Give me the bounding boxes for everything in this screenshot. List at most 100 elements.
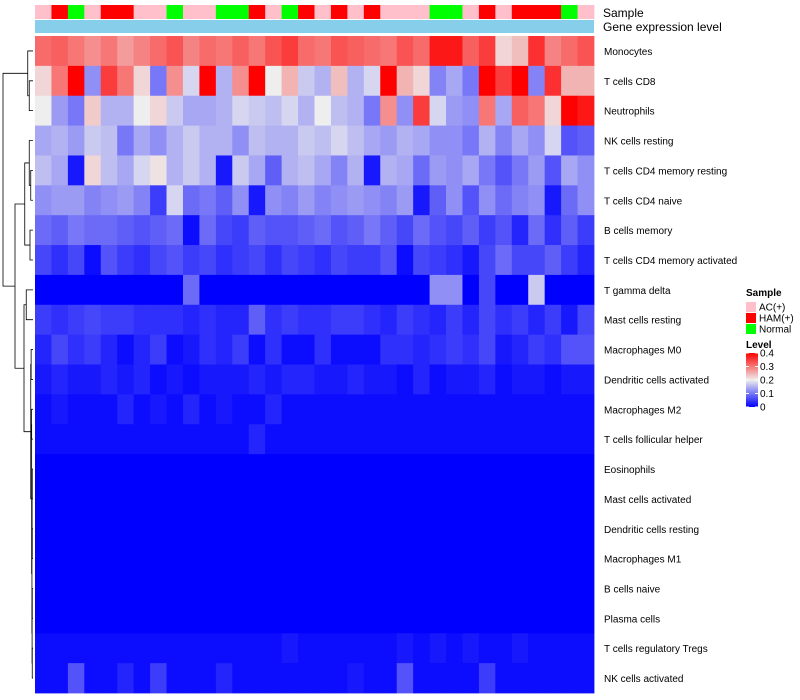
heatmap-cell [182,364,200,395]
heatmap-cell [511,663,529,694]
heatmap-cell [561,394,578,425]
heatmap-cell [248,424,266,455]
heatmap-cell [363,245,381,276]
heatmap-cell [281,663,299,694]
heatmap-cell [51,394,69,425]
heatmap-cell [561,36,578,67]
heatmap-cell [347,185,365,216]
heatmap-cell [199,274,217,306]
heatmap-cell [429,155,447,186]
heatmap-cell [100,274,118,306]
sample-cell-ac [347,5,365,19]
heatmap-cell [396,274,414,306]
heatmap-cell [51,36,69,67]
heatmap-cell [495,125,513,156]
heatmap-cell [314,573,332,604]
row-label: Macrophages M0 [604,346,682,357]
heatmap-cell [117,424,135,455]
heatmap-cell [413,36,430,67]
heatmap-cell [67,304,85,336]
heatmap-cell [478,633,496,664]
heatmap-cell [84,95,102,126]
heatmap-cell [347,274,365,306]
level-legend-ticks: 0.4 0.3 0.2 0.1 0 [746,349,774,414]
heatmap-cell [133,65,151,97]
heatmap-cell [413,185,430,216]
heatmap-cell [67,663,85,694]
heatmap-cell [478,513,496,545]
heatmap-cell [100,633,118,664]
heatmap-cell [35,125,52,156]
heatmap-cell [396,185,414,216]
heatmap-cell [265,36,283,67]
heatmap-cells [35,36,595,694]
heatmap-cell [150,125,167,156]
heatmap-cell [577,334,595,365]
heatmap-cell [150,274,167,306]
heatmap-cell [84,633,102,664]
sample-cell-normal [67,5,85,19]
heatmap-cell [67,424,85,455]
heatmap-cell [347,394,365,425]
heatmap-cell [347,125,365,156]
heatmap-cell [330,513,348,545]
heatmap-cell [561,573,578,604]
heatmap-cell [363,603,381,634]
sample-cell-normal [446,5,463,19]
sample-cell-ac [133,5,151,19]
heatmap-cell [462,95,480,126]
row-label: Plasma cells [604,614,660,625]
heatmap-cell [528,274,546,306]
heatmap-cell [363,513,381,545]
heatmap-cell [314,215,332,246]
row-label: Mast cells activated [604,495,691,506]
heatmap-cell [281,125,299,156]
heatmap-cell [182,185,200,216]
sample-legend-entries: AC(+)HAM(+)Normal [746,302,794,336]
heatmap-cell [396,304,414,336]
heatmap-cell [330,155,348,186]
heatmap-cell [396,65,414,97]
heatmap-cell [232,543,250,574]
heatmap-cell [215,394,233,425]
heatmap-cell [199,454,217,485]
heatmap-cell [281,245,299,276]
heatmap-cell [232,185,250,216]
heatmap-cell [413,543,430,574]
heatmap-cell [182,633,200,664]
heatmap-cell [51,633,69,664]
heatmap-cell [528,155,546,186]
heatmap-cell [100,663,118,694]
heatmap-cell [330,364,348,395]
heatmap-cell [298,95,315,126]
heatmap-cell [577,185,595,216]
heatmap-cell [495,245,513,276]
heatmap-cell [281,454,299,485]
heatmap-cell [330,125,348,156]
dendrogram-branch [23,304,31,433]
heatmap-cell [396,95,414,126]
heatmap-cell [577,95,595,126]
heatmap-cell [330,424,348,455]
heatmap-cell [100,573,118,604]
heatmap-cell [51,573,69,604]
heatmap-cell [166,573,184,604]
heatmap-cell [561,215,578,246]
sample-cell-ham [248,5,266,19]
heatmap-cell [265,454,283,485]
heatmap-cell [248,274,266,306]
heatmap-cell [429,334,447,365]
heatmap-cell [396,573,414,604]
heatmap-cell [281,513,299,545]
heatmap-cell [446,633,463,664]
heatmap-cell [380,304,398,336]
heatmap-cell [413,633,430,664]
heatmap-cell [347,36,365,67]
heatmap-cell [199,483,217,515]
heatmap-cell [232,663,250,694]
heatmap-cell [117,483,135,515]
heatmap-cell [462,364,480,395]
heatmap-cell [577,274,595,306]
heatmap-cell [117,65,135,97]
heatmap-cell [544,185,562,216]
